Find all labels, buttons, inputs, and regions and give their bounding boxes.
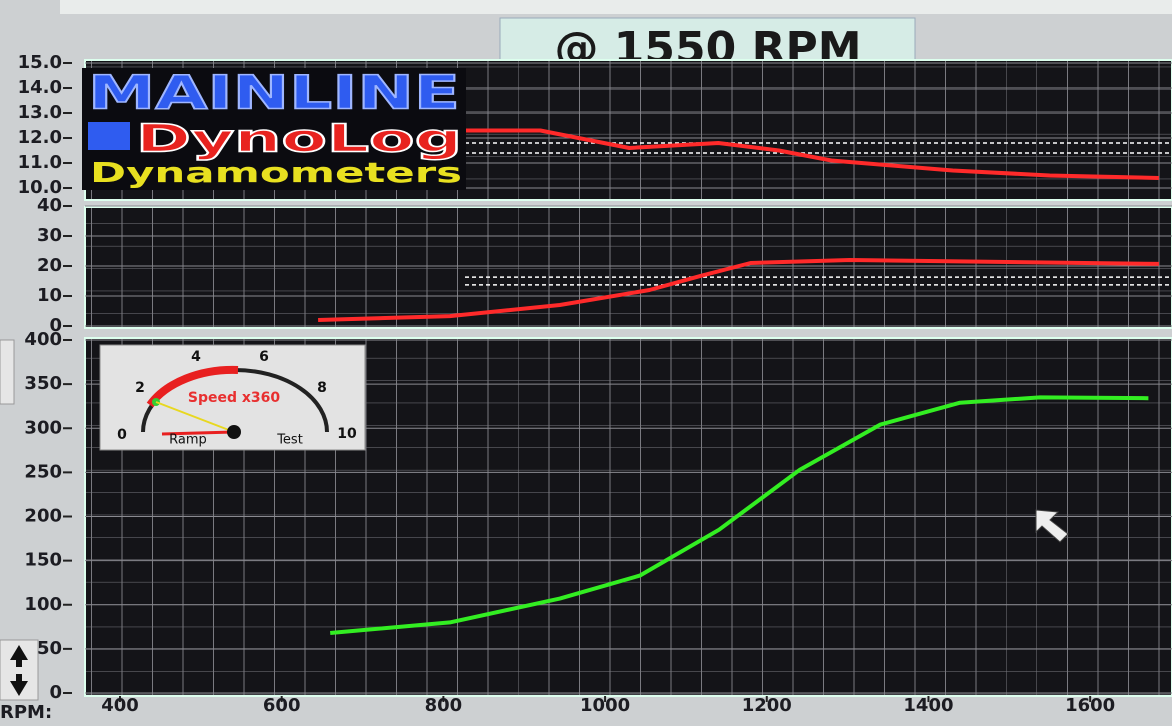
y-tick-label: 15.0 <box>18 52 62 73</box>
x-tick-label: 1400 <box>903 695 953 716</box>
y-tick-label: 200 <box>24 506 62 527</box>
gauge-tick: 2 <box>135 380 145 396</box>
x-tick-label: 1000 <box>580 695 630 716</box>
gauge-ramp-bar <box>161 430 235 436</box>
plot-area <box>84 206 1172 329</box>
x-tick-label: 800 <box>425 695 463 716</box>
y-tick-label: 300 <box>24 417 62 438</box>
y-tick-label: 0 <box>49 682 62 703</box>
data-line <box>318 258 1159 322</box>
gauge-label: Speed x360 <box>188 390 281 406</box>
mouse-cursor <box>1035 509 1069 543</box>
logo-product: DynoLog <box>136 117 462 161</box>
logo-maker: Dynamometers <box>90 156 462 189</box>
y-tick-label: 250 <box>24 461 62 482</box>
y-tick-label: 11.0 <box>18 152 62 173</box>
y-tick-label: 20 <box>37 255 62 276</box>
x-tick-label: 1200 <box>742 695 792 716</box>
gauge-tick: 4 <box>191 349 201 365</box>
y-tick-label: 350 <box>24 373 62 394</box>
side-button[interactable] <box>0 339 15 405</box>
y-tick-label: 400 <box>24 329 62 350</box>
gauge-tick: 8 <box>317 380 327 396</box>
y-tick-label: 14.0 <box>18 77 62 98</box>
data-line <box>330 395 1149 635</box>
gauge-hub <box>227 425 241 439</box>
scale-arrows <box>10 645 28 696</box>
gauge-right-label: Test <box>276 433 303 448</box>
data-line <box>463 128 1159 180</box>
x-tick-label: 1600 <box>1065 695 1115 716</box>
top-strip <box>60 0 1172 14</box>
x-tick-label: 600 <box>263 695 301 716</box>
gauge-needle <box>155 401 235 433</box>
y-tick-label: 0 <box>49 315 62 336</box>
gauge-red-band <box>146 365 239 408</box>
gauge-tick: 6 <box>259 349 269 365</box>
gauge-tick: 10 <box>337 426 357 442</box>
y-tick-label: 10.0 <box>18 177 62 198</box>
x-tick-label: 400 <box>101 695 139 716</box>
y-tick-label: 150 <box>24 550 62 571</box>
x-axis-label: RPM: <box>0 702 52 723</box>
y-tick-label: 40 <box>37 195 62 216</box>
y-tick-label: 12.0 <box>18 127 62 148</box>
gauge-left-label: Ramp <box>169 433 207 448</box>
speed-gauge: Speed x360 Ramp Test 0 2 4 6 8 10 <box>99 344 366 451</box>
logo-brand: MAINLINE <box>88 66 460 120</box>
logo-icon <box>88 122 130 150</box>
y-tick-label: 50 <box>37 638 62 659</box>
logo-background <box>82 68 466 190</box>
gauge-tick: 0 <box>117 427 127 443</box>
y-tick-label: 10 <box>37 285 62 306</box>
y-tick-label: 30 <box>37 225 62 246</box>
y-tick-label: 100 <box>24 594 62 615</box>
y-tick-label: 13.0 <box>18 102 62 123</box>
